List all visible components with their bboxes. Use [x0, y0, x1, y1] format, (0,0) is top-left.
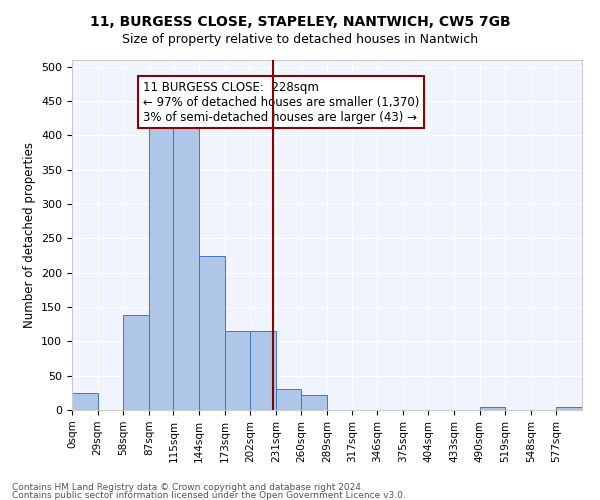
- Bar: [123, 316, 149, 410]
- Bar: [301, 395, 327, 410]
- Bar: [479, 406, 505, 410]
- Bar: [276, 390, 301, 410]
- Text: 11 BURGESS CLOSE:  228sqm
← 97% of detached houses are smaller (1,370)
3% of sem: 11 BURGESS CLOSE: 228sqm ← 97% of detach…: [143, 80, 419, 124]
- Text: Contains HM Land Registry data © Crown copyright and database right 2024.: Contains HM Land Registry data © Crown c…: [12, 483, 364, 492]
- Bar: [199, 256, 224, 410]
- Bar: [224, 331, 250, 410]
- Bar: [250, 331, 276, 410]
- Text: Contains public sector information licensed under the Open Government Licence v3: Contains public sector information licen…: [12, 490, 406, 500]
- Bar: [72, 393, 98, 410]
- Text: 11, BURGESS CLOSE, STAPELEY, NANTWICH, CW5 7GB: 11, BURGESS CLOSE, STAPELEY, NANTWICH, C…: [89, 15, 511, 29]
- Y-axis label: Number of detached properties: Number of detached properties: [23, 142, 35, 328]
- Text: Size of property relative to detached houses in Nantwich: Size of property relative to detached ho…: [122, 32, 478, 46]
- Bar: [173, 115, 199, 410]
- Bar: [556, 406, 582, 410]
- Bar: [149, 115, 173, 410]
